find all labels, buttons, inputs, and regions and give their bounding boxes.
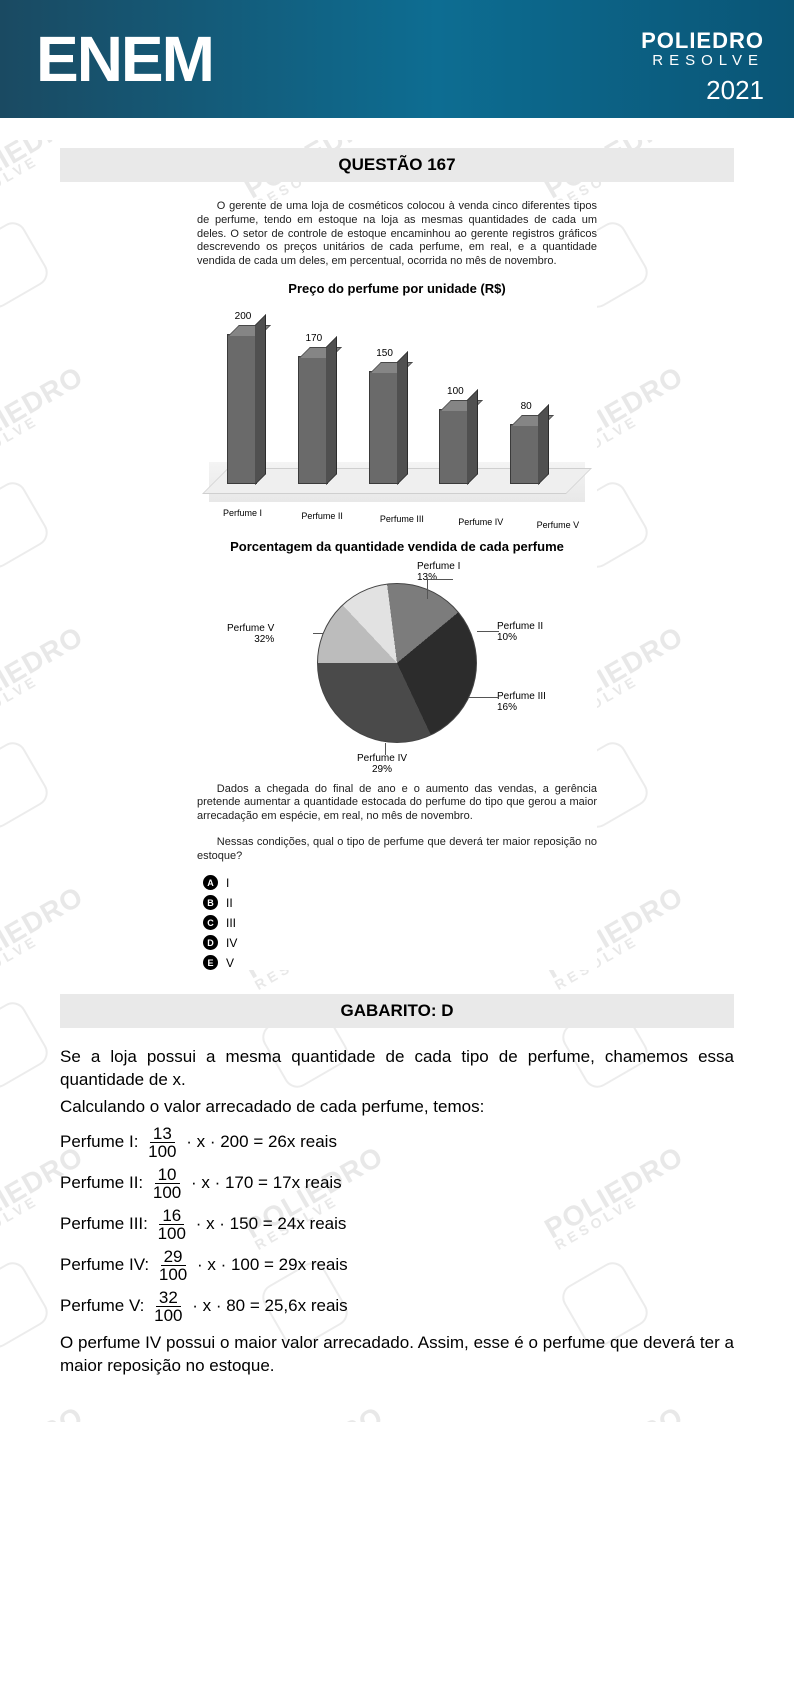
bar: 100	[439, 409, 469, 484]
solution-intro-1: Se a loja possui a mesma quantidade de c…	[60, 1046, 734, 1092]
calc-name: Perfume V:	[60, 1295, 149, 1318]
calc-row: Perfume III: 16100 · x · 150 = 24x reais	[60, 1207, 734, 1242]
option-letter-badge: E	[203, 955, 218, 970]
calc-row: Perfume IV: 29100 · x · 100 = 29x reais	[60, 1248, 734, 1283]
option-row: EV	[203, 955, 597, 970]
calc-fraction: 32100	[151, 1289, 185, 1324]
bar: 80	[510, 424, 540, 484]
enem-logo: ENEM	[36, 22, 213, 96]
option-text: II	[226, 896, 233, 910]
calc-name: Perfume I:	[60, 1131, 143, 1154]
bar-value-label: 80	[501, 401, 551, 412]
bar-value-label: 200	[218, 311, 268, 322]
question-paragraph-3: Nessas condições, qual o tipo de perfume…	[197, 836, 597, 864]
bar-category-label: Perfume V	[537, 520, 609, 530]
calc-mult: · x · 150 = 24x reais	[191, 1213, 346, 1236]
question-body: O gerente de uma loja de cosméticos colo…	[197, 200, 597, 970]
question-paragraph-2: Dados a chegada do final de ano e o aume…	[197, 783, 597, 824]
calc-row: Perfume II: 10100 · x · 170 = 17x reais	[60, 1166, 734, 1201]
solution-intro-2: Calculando o valor arrecadado de cada pe…	[60, 1096, 734, 1119]
bar: 170	[298, 356, 328, 484]
option-text: V	[226, 956, 234, 970]
option-row: AI	[203, 875, 597, 890]
option-letter-badge: A	[203, 875, 218, 890]
pie-slice-label: Perfume V32%	[227, 623, 274, 645]
calc-name: Perfume II:	[60, 1172, 148, 1195]
option-letter-badge: B	[203, 895, 218, 910]
option-letter-badge: D	[203, 935, 218, 950]
bar: 200	[227, 334, 257, 484]
page-header: ENEM POLIEDRO RESOLVE 2021	[0, 0, 794, 118]
brand-block: POLIEDRO RESOLVE 2021	[641, 22, 764, 106]
question-title-bar: QUESTÃO 167	[60, 148, 734, 182]
pie-slice-label: Perfume II10%	[497, 621, 543, 643]
answer-title-bar: GABARITO: D	[60, 994, 734, 1028]
bar-chart-title: Preço do perfume por unidade (R$)	[197, 281, 597, 296]
question-paragraph-1: O gerente de uma loja de cosméticos colo…	[197, 200, 597, 269]
calc-name: Perfume III:	[60, 1213, 153, 1236]
option-text: III	[226, 916, 236, 930]
bar-value-label: 150	[360, 348, 410, 359]
calc-row: Perfume I: 13100 · x · 200 = 26x reais	[60, 1125, 734, 1160]
calc-fraction: 10100	[150, 1166, 184, 1201]
question-number: QUESTÃO 167	[60, 155, 734, 175]
answer-key: GABARITO: D	[60, 1001, 734, 1021]
option-row: B II	[203, 895, 597, 910]
calc-name: Perfume IV:	[60, 1254, 154, 1277]
calc-fraction: 16100	[155, 1207, 189, 1242]
calc-mult: · x · 170 = 17x reais	[186, 1172, 341, 1195]
pie-chart-title: Porcentagem da quantidade vendida de cad…	[197, 540, 597, 555]
brand-year: 2021	[641, 75, 764, 106]
bar-category-label: Perfume III	[380, 514, 452, 524]
bar-category-label: Perfume IV	[458, 517, 530, 527]
pie-slice-label: Perfume IV29%	[357, 753, 407, 775]
pie-slice-label: Perfume III16%	[497, 691, 546, 713]
bar: 150	[369, 371, 399, 484]
bar-category-label: Perfume I	[223, 508, 295, 518]
pie-chart	[317, 583, 477, 743]
option-letter-badge: C	[203, 915, 218, 930]
brand-mid: RESOLVE	[641, 52, 764, 69]
option-row: D IV	[203, 935, 597, 950]
calc-fraction: 13100	[145, 1125, 179, 1160]
option-text: IV	[226, 936, 237, 950]
bar-chart: 200 170 150 100 80 Perfume I Perfume II Perfum…	[197, 302, 597, 522]
calc-row: Perfume V: 32100 · x · 80 = 25,6x reais	[60, 1289, 734, 1324]
option-row: C III	[203, 915, 597, 930]
pie-chart-block: Porcentagem da quantidade vendida de cad…	[197, 540, 597, 771]
answer-options: AIBIICIIIDIVEV	[197, 875, 597, 970]
bar-value-label: 100	[430, 386, 480, 397]
brand-top: POLIEDRO	[641, 28, 764, 54]
option-text: I	[226, 876, 229, 890]
calc-mult: · x · 80 = 25,6x reais	[188, 1295, 348, 1318]
solution-body: Se a loja possui a mesma quantidade de c…	[60, 1046, 734, 1378]
calc-mult: · x · 100 = 29x reais	[192, 1254, 347, 1277]
calc-fraction: 29100	[156, 1248, 190, 1283]
solution-conclusion: O perfume IV possui o maior valor arreca…	[60, 1332, 734, 1378]
calc-mult: · x · 200 = 26x reais	[182, 1131, 337, 1154]
bar-value-label: 170	[289, 333, 339, 344]
bar-category-label: Perfume II	[301, 511, 373, 521]
